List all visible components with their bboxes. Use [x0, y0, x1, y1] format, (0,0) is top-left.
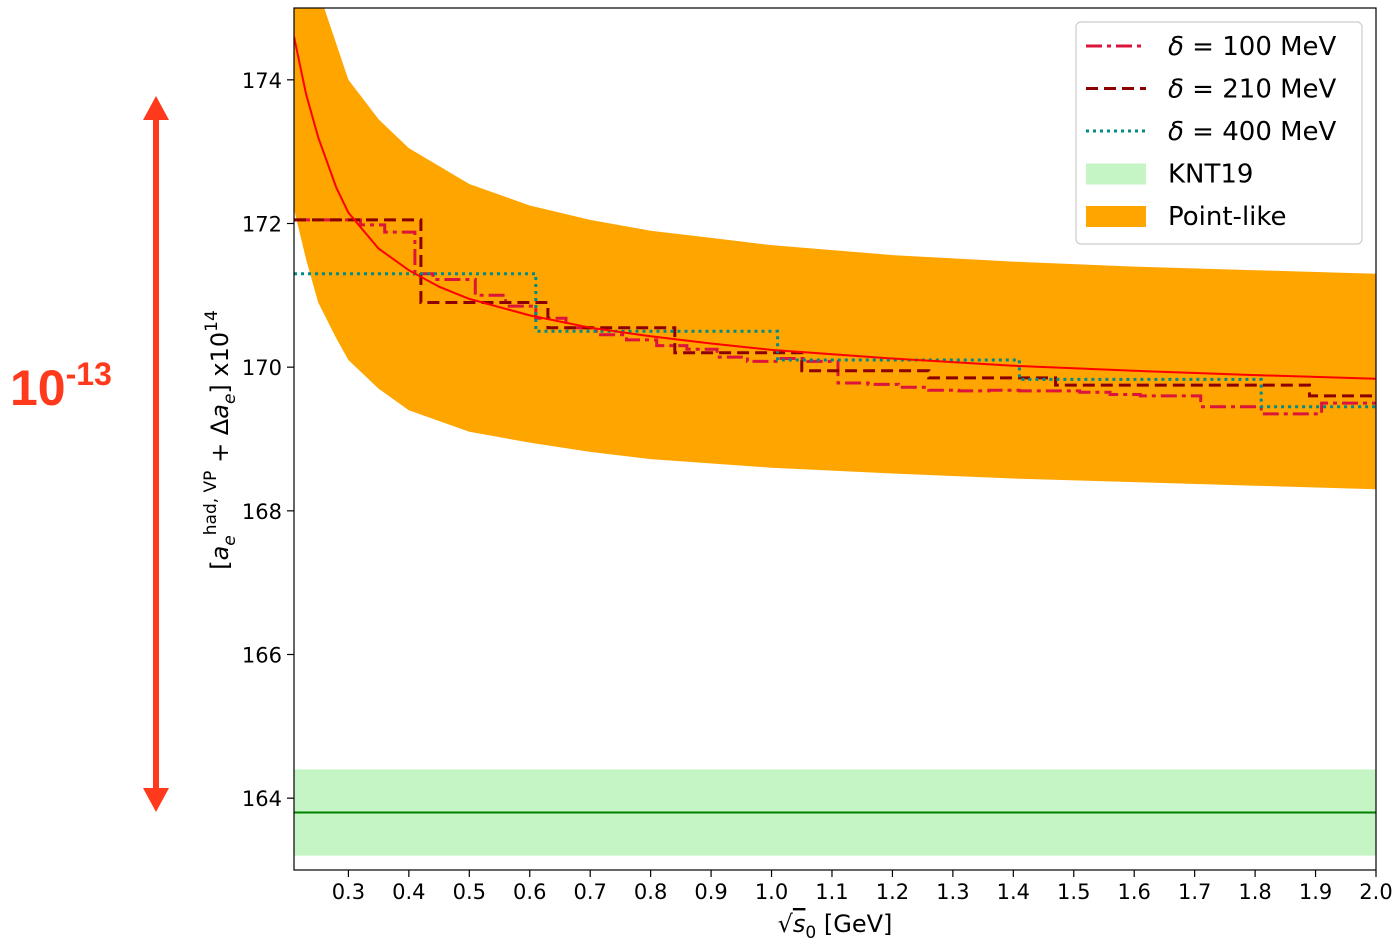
x-axis-title-var: s [793, 910, 806, 938]
series-3-step-line [294, 272, 1376, 409]
x-tick-label: 1.0 [755, 880, 788, 904]
x-tick-label: 0.9 [694, 880, 727, 904]
y-tick-label: 168 [242, 500, 282, 524]
series-1-step-line [294, 218, 1376, 416]
x-tick-label: 1.6 [1118, 880, 1151, 904]
svg-text:10-13: 10-13 [10, 356, 112, 416]
x-axis-title: √s0 [GeV] [778, 910, 893, 940]
x-axis: 0.3 0.4 0.5 0.6 0.7 0.8 0.9 1.0 1.1 1.2 1.3 1.4 1.5 1… [332, 870, 1393, 904]
x-tick-label: 2.0 [1359, 880, 1392, 904]
x-tick-label: 1.3 [936, 880, 969, 904]
legend: δ = 100 MeV δ = 210 MeV δ = 400 MeV KNT19 Po… [1075, 21, 1363, 245]
y-axis-title-sup: had, VP [201, 471, 221, 536]
x-tick-label: 0.4 [392, 880, 425, 904]
y-axis-title-sub-e2: e [220, 394, 240, 404]
x-tick-label: 1.1 [815, 880, 848, 904]
x-tick-label: 1.5 [1057, 880, 1090, 904]
x-tick-label: 0.6 [513, 880, 546, 904]
legend-label: δ = 100 MeV [1168, 32, 1337, 62]
scale-annotation: 10-13 [10, 96, 169, 812]
x-tick-label: 1.9 [1299, 880, 1332, 904]
x-tick-label: 0.8 [634, 880, 667, 904]
x-axis-title-unit: [GeV] [816, 910, 892, 938]
x-tick-label: 0.3 [332, 880, 365, 904]
y-axis-title-sub-e: e [220, 535, 240, 545]
arrow-head-down-icon [143, 788, 169, 812]
x-tick-label: 1.8 [1238, 880, 1271, 904]
y-axis-title-plus: + Δ [206, 418, 234, 470]
y-axis-title-a2: a [206, 404, 234, 419]
legend-label: δ = 210 MeV [1168, 75, 1337, 105]
x-tick-label: 0.7 [573, 880, 606, 904]
x-axis-title-sqrt: √ [778, 910, 794, 938]
series-2-step-line [294, 218, 1376, 398]
y-tick-label: 164 [242, 787, 282, 811]
y-axis-title-a: a [206, 546, 234, 561]
x-tick-label: 1.7 [1178, 880, 1211, 904]
series-layer [294, 218, 1376, 416]
legend-label: Point-like [1168, 202, 1287, 232]
legend-label: KNT19 [1168, 160, 1253, 190]
y-axis: 164 166 168 170 172 174 [242, 69, 294, 811]
x-axis-title-sub: 0 [805, 923, 816, 940]
y-axis-title-exp: 14 [202, 310, 222, 332]
y-tick-label: 172 [242, 213, 282, 237]
annotation-exponent: -13 [66, 356, 112, 392]
point-like-central-curve [294, 36, 1376, 380]
y-tick-label: 166 [242, 644, 282, 668]
x-tick-label: 0.5 [453, 880, 486, 904]
y-axis-title-close: ] x10 [206, 332, 234, 394]
annotation-base: 10 [10, 360, 66, 416]
x-tick-label: 1.4 [997, 880, 1030, 904]
y-tick-label: 174 [242, 69, 282, 93]
y-axis-title: [aehad, VP + Δae] x1014 [201, 310, 240, 570]
legend-swatch [1086, 206, 1146, 227]
arrow-head-up-icon [143, 96, 169, 120]
legend-swatch [1086, 163, 1146, 185]
y-axis-title-open: [ [206, 560, 234, 569]
legend-label: δ = 400 MeV [1168, 117, 1337, 147]
y-tick-label: 170 [242, 356, 282, 380]
plot-frame [293, 7, 1377, 871]
x-tick-label: 1.2 [876, 880, 909, 904]
